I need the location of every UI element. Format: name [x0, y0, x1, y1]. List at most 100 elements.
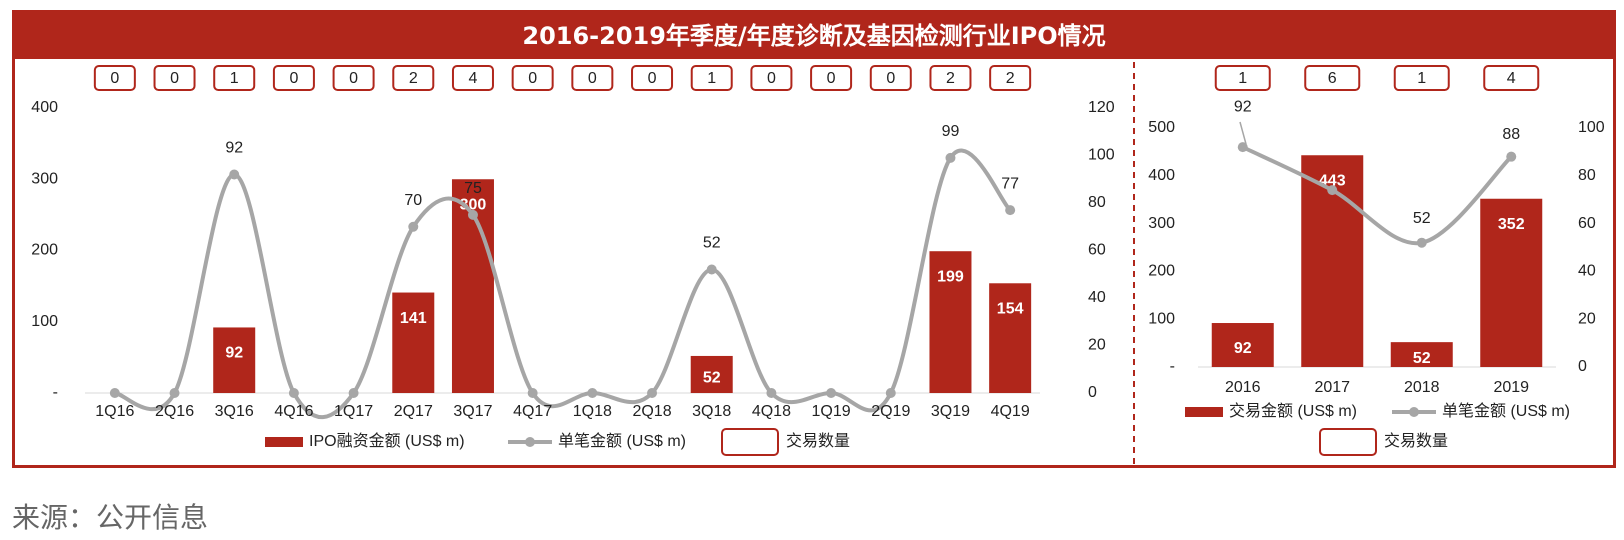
category-label: 4Q18 [752, 403, 791, 420]
count-box [511, 65, 554, 91]
category-label: 3Q16 [215, 403, 254, 420]
category-label: 1Q16 [95, 403, 134, 420]
left-axis-tick-label: - [53, 384, 58, 401]
bar-value-label: 352 [1498, 216, 1525, 233]
bar [1390, 342, 1453, 367]
line-point [229, 169, 240, 180]
count-label: 0 [170, 70, 179, 87]
count-label: 4 [469, 70, 478, 87]
left-axis-tick-label: 500 [1148, 119, 1175, 136]
line-value-label: 52 [1413, 210, 1431, 227]
category-label: 1Q18 [573, 403, 612, 420]
line-point [169, 388, 180, 398]
line-point [408, 221, 419, 232]
line-value-label: 77 [1001, 175, 1019, 192]
count-label: 0 [349, 70, 358, 87]
legend-bar-label: 交易金额 (US$ m) [1229, 402, 1357, 420]
category-label: 3Q17 [453, 403, 492, 420]
source-note: 来源：公开信息 [12, 501, 209, 534]
line-point [1237, 142, 1248, 153]
category-label: 2Q19 [871, 403, 910, 420]
count-box [332, 65, 375, 91]
count-box [213, 65, 256, 91]
category-label: 3Q19 [931, 403, 970, 420]
right-axis-tick-label: 80 [1578, 167, 1596, 184]
category-label: 3Q18 [692, 403, 731, 420]
legend-line-label: 单笔金额 (US$ m) [558, 432, 686, 450]
category-label: 2Q16 [155, 403, 194, 420]
count-label: 4 [1507, 70, 1516, 87]
count-box [869, 65, 912, 91]
category-label: 4Q16 [274, 403, 313, 420]
bar-value-label: 52 [703, 370, 721, 387]
count-box [392, 65, 435, 91]
count-box [750, 65, 793, 91]
line-point [1327, 185, 1338, 196]
count-box [810, 65, 853, 91]
count-box [631, 65, 674, 91]
count-label: 1 [230, 70, 239, 87]
line-point [647, 388, 658, 398]
bar-value-label: 199 [937, 268, 964, 285]
right-axis-tick-label: 60 [1088, 242, 1106, 259]
bar-value-label: 52 [1413, 350, 1431, 367]
right-axis-tick-label: 20 [1578, 310, 1596, 327]
count-label: 0 [289, 70, 298, 87]
count-label: 2 [409, 70, 418, 87]
count-label: 1 [1417, 70, 1426, 87]
count-box [989, 65, 1032, 91]
line-value-label: 88 [1502, 126, 1520, 143]
legend-count-swatch [721, 428, 779, 456]
count-label: 2 [946, 70, 955, 87]
count-label: 0 [767, 70, 776, 87]
legend-count-label: 交易数量 [1384, 432, 1448, 450]
legend-line-label: 单笔金额 (US$ m) [1442, 402, 1570, 420]
count-label: 0 [827, 70, 836, 87]
count-label: 0 [110, 70, 119, 87]
right-axis-tick-label: 120 [1088, 99, 1115, 116]
left-axis-tick-label: 400 [31, 99, 58, 116]
line-point [587, 388, 598, 398]
line-point [945, 152, 956, 163]
count-label: 6 [1328, 70, 1337, 87]
left-axis-tick-label: - [1170, 358, 1175, 375]
bar [989, 283, 1032, 393]
category-label: 1Q17 [334, 403, 373, 420]
line-point [1506, 151, 1517, 162]
chart-title: 2016-2019年季度/年度诊断及基因检测行业IPO情况 [15, 13, 1613, 59]
legend-line-marker [1409, 407, 1419, 417]
count-box [690, 65, 733, 91]
bar [392, 292, 435, 393]
category-label: 1Q19 [812, 403, 851, 420]
count-label: 0 [528, 70, 537, 87]
right-axis-tick-label: 100 [1578, 119, 1605, 136]
category-label: 4Q17 [513, 403, 552, 420]
left-axis-tick-label: 200 [1148, 263, 1175, 280]
line-point [885, 388, 896, 398]
category-label: 2Q18 [632, 403, 671, 420]
right-axis-tick-label: 60 [1578, 215, 1596, 232]
right-axis-tick-label: 0 [1088, 384, 1097, 401]
line-point [527, 388, 538, 398]
count-label: 0 [886, 70, 895, 87]
count-box [451, 65, 494, 91]
right-axis-tick-label: 80 [1088, 194, 1106, 211]
left-axis-tick-label: 400 [1148, 167, 1175, 184]
count-label: 2 [1006, 70, 1015, 87]
bar-value-label: 92 [1234, 340, 1252, 357]
left-axis-tick-label: 100 [1148, 310, 1175, 327]
legend-count-swatch [1319, 428, 1377, 456]
bar [690, 355, 733, 393]
line-point [1005, 205, 1016, 216]
legend-bar-swatch [1185, 407, 1223, 417]
left-axis-tick-label: 100 [31, 313, 58, 330]
line-point [706, 264, 717, 275]
line-point [766, 388, 777, 398]
bar [1480, 198, 1543, 367]
left-axis-tick-label: 200 [31, 242, 58, 259]
right-axis-tick-label: 0 [1578, 358, 1587, 375]
right-axis-tick-label: 100 [1088, 147, 1115, 164]
count-box [571, 65, 614, 91]
bar [1211, 323, 1274, 367]
